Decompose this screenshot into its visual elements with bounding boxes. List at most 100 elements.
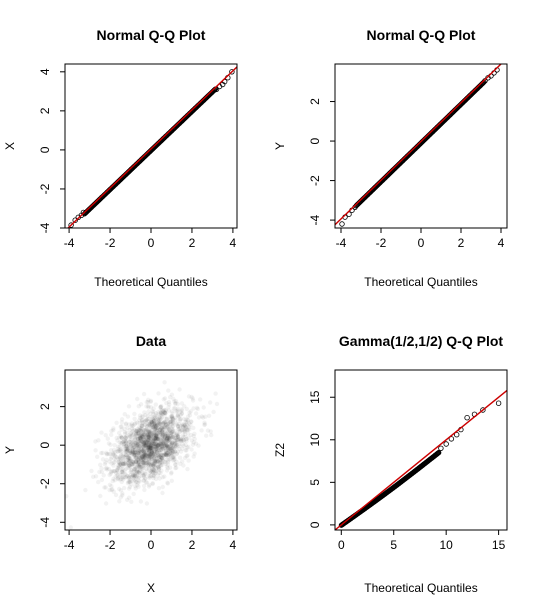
data-point [140,466,145,471]
data-point [103,466,108,471]
data-point [110,487,115,492]
data-point [165,451,170,456]
data-point [149,454,155,460]
data-point [139,434,144,439]
data-point [158,437,163,443]
data-point [173,441,178,446]
data-point [150,430,155,435]
data-point [136,431,141,436]
data-point [141,472,146,478]
data-point [151,468,156,473]
data-point [112,469,117,474]
data-point [151,461,156,466]
data-point [144,501,150,506]
data-point [143,480,149,485]
data-point [134,468,139,474]
data-point [159,442,164,447]
data-point [153,476,159,482]
data-point [150,436,156,442]
data-point [151,473,157,479]
data-point [164,433,169,439]
data-point [125,447,131,452]
data-point [151,439,156,444]
data-point [135,482,140,488]
data-point [167,451,172,457]
data-point [150,463,156,468]
data-point [155,434,160,439]
data-point [154,426,159,431]
data-point [130,433,135,438]
data-point [137,420,142,426]
data-point [177,426,183,431]
data-point [141,448,146,454]
data-point [139,434,144,439]
data-point [169,446,175,452]
data-point [164,437,170,442]
data-point [165,450,170,455]
data-point [123,443,129,449]
data-point [114,435,119,441]
data-point [158,422,163,427]
data-point [148,441,153,446]
data-point [151,419,156,424]
data-point [135,457,141,462]
data-point [146,403,151,409]
data-point [192,436,197,442]
data-point [157,444,162,450]
data-point [138,436,143,441]
data-point [178,438,184,444]
data-point [122,412,128,417]
data-point [155,425,161,431]
data-point [141,444,146,449]
data-point [169,440,174,446]
data-point [130,449,135,454]
data-point [127,427,132,433]
data-point [178,461,183,466]
data-point [124,443,129,448]
data-point [175,412,180,417]
data-point [171,450,176,455]
data-point [130,443,136,448]
qq-point [480,407,486,413]
data-point [162,424,168,429]
data-point [155,443,161,449]
data-point [144,461,150,466]
data-point [168,420,173,425]
data-point [131,460,136,465]
data-point [136,438,141,444]
data-point [172,429,177,434]
data-point [158,464,163,469]
data-point [131,453,137,458]
data-point [132,441,138,446]
data-point [147,442,153,447]
data-point [147,422,152,427]
data-point [130,440,135,446]
data-point [156,437,161,442]
data-point [129,421,135,426]
data-point [147,431,152,437]
qq-plot-x-xtick-label: 2 [189,236,196,250]
data-point [154,422,159,427]
data-point [148,448,153,453]
data-point [140,435,146,440]
data-point [185,417,190,422]
data-point [122,468,127,473]
data-point [159,445,165,450]
data-point [152,463,157,468]
data-point [163,461,168,466]
data-point [152,458,157,464]
data-point [166,429,171,434]
data-point [148,398,154,403]
data-point [167,452,172,458]
data-point [138,446,144,452]
data-point [142,439,147,445]
data-point [189,432,194,438]
data-point [127,439,132,444]
data-point [138,402,144,407]
data-point [126,479,132,484]
data-point [145,459,150,464]
data-point [185,414,191,419]
data-point [146,440,151,445]
data-point [142,427,148,432]
data-point [137,434,143,440]
